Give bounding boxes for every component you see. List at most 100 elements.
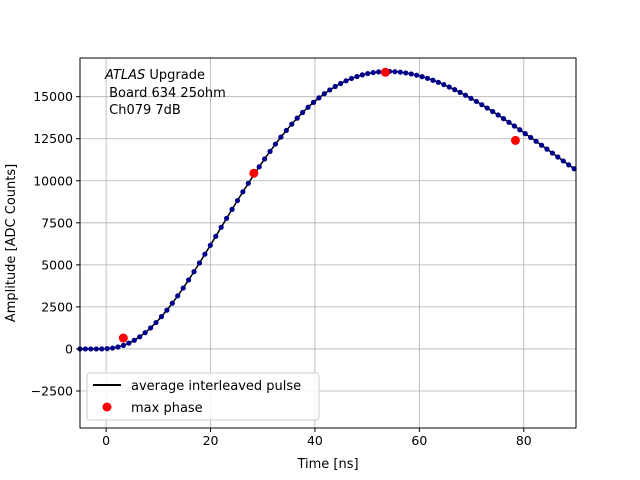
pulse-sample-point — [305, 104, 311, 110]
y-tick-label: 5000 — [41, 257, 73, 272]
pulse-sample-point — [560, 158, 566, 164]
max-phase-point — [510, 135, 520, 145]
pulse-sample-point — [571, 166, 577, 172]
annotation-line-1: ATLAS Upgrade — [104, 68, 205, 83]
pulse-sample-point — [213, 233, 219, 239]
pulse-sample-point — [332, 83, 338, 90]
pulse-sample-point — [549, 150, 556, 156]
pulse-sample-point — [180, 285, 186, 291]
pulse-sample-point — [370, 69, 376, 76]
y-tick-label: −2500 — [31, 384, 73, 399]
pulse-sample-point — [348, 75, 355, 82]
pulse-sample-point — [528, 134, 534, 141]
annotation-atlas: ATLAS — [104, 68, 145, 83]
annotation-line-3: Ch079 7dB — [105, 103, 181, 118]
pulse-sample-point — [327, 87, 333, 93]
pulse-sample-point — [196, 260, 203, 266]
pulse-sample-point — [283, 127, 289, 134]
pulse-sample-point — [522, 131, 528, 137]
pulse-sample-point — [131, 337, 137, 343]
y-tick-label: 7500 — [41, 215, 73, 230]
pulse-sample-point — [278, 134, 284, 140]
x-tick-label: 20 — [203, 433, 219, 448]
y-axis-label: Amplitude [ADC Counts] — [4, 164, 19, 322]
x-tick-label: 40 — [307, 433, 323, 448]
pulse-sample-point — [137, 334, 143, 340]
y-axis-ticks: −2500 0 2500 5000 7500 10000 12500 15000 — [31, 89, 80, 399]
pulse-sample-point — [403, 70, 409, 76]
pulse-sample-point — [376, 69, 382, 75]
pulse-sample-point — [419, 74, 425, 80]
x-axis-ticks: 0 20 40 60 80 — [102, 428, 532, 448]
pulse-sample-point — [354, 73, 360, 80]
pulse-sample-point — [93, 346, 99, 352]
pulse-sample-point — [153, 319, 159, 326]
pulse-sample-point — [316, 95, 322, 101]
pulse-sample-point — [511, 123, 517, 129]
pulse-sample-point — [202, 251, 208, 257]
max-phase-point — [380, 67, 390, 77]
pulse-sample-point — [234, 197, 241, 204]
pulse-sample-point — [566, 162, 572, 168]
pulse-sample-point — [267, 148, 273, 154]
pulse-sample-point — [538, 142, 545, 148]
legend-line-label: average interleaved pulse — [131, 379, 301, 394]
pulse-sample-point — [490, 108, 496, 115]
pulse-sample-point — [506, 119, 512, 125]
pulse-sample-point — [424, 75, 431, 81]
pulse-sample-point — [175, 293, 181, 299]
pulse-sample-point — [262, 156, 268, 162]
pulse-sample-point — [343, 78, 349, 84]
pulse-sample-point — [289, 121, 295, 127]
pulse-sample-point — [484, 105, 490, 111]
pulse-sample-point — [88, 346, 94, 352]
pulse-sample-point — [109, 345, 116, 351]
max-phase-point — [249, 168, 259, 178]
pulse-sample-point — [300, 109, 306, 116]
legend-point-label: max phase — [131, 401, 203, 416]
pulse-sample-point — [147, 325, 154, 331]
pulse-sample-point — [229, 206, 235, 212]
pulse-sample-point — [272, 141, 279, 147]
pulse-sample-point — [533, 138, 539, 144]
pulse-sample-point — [365, 70, 371, 77]
pulse-sample-point — [245, 180, 251, 186]
max-phase-points — [118, 67, 520, 343]
pulse-sample-point — [126, 340, 132, 346]
pulse-sample-point — [500, 116, 507, 122]
pulse-sample-point — [115, 344, 121, 350]
pulse-sample-point — [430, 77, 436, 83]
pulse-sample-point — [555, 154, 561, 160]
pulse-sample-point — [495, 112, 501, 118]
legend-box — [86, 372, 320, 421]
y-tick-label: 0 — [65, 341, 73, 356]
pulse-sample-point — [218, 224, 224, 230]
pulse-sample-point — [186, 277, 192, 283]
pulse-sample-point — [452, 87, 458, 93]
pulse-sample-point — [158, 314, 165, 320]
pulse-sample-point — [321, 91, 327, 97]
pulse-sample-point — [462, 92, 469, 98]
annotation-line-2: Board 634 25ohm — [105, 86, 226, 101]
pulse-sample-point — [397, 69, 403, 75]
legend: average interleaved pulse max phase — [86, 372, 320, 421]
pulse-sample-point — [435, 79, 441, 85]
y-tick-label: 10000 — [33, 173, 73, 188]
pulse-sample-point — [310, 99, 317, 105]
pulse-sample-point — [169, 300, 175, 306]
x-tick-label: 0 — [102, 433, 110, 448]
pulse-sample-point — [240, 189, 246, 195]
pulse-sample-point — [473, 98, 479, 105]
pulse-sample-point — [99, 346, 105, 352]
pulse-sample-point — [359, 72, 365, 78]
pulse-sample-point — [392, 69, 398, 75]
pulse-sample-point — [164, 307, 170, 313]
pulse-sample-point — [441, 81, 447, 88]
pulse-series — [77, 68, 577, 352]
x-tick-label: 80 — [516, 433, 532, 448]
pulse-sample-point — [479, 102, 485, 108]
y-tick-label: 15000 — [33, 89, 73, 104]
pulse-sample-point — [446, 84, 452, 90]
x-axis-label: Time [ns] — [296, 457, 358, 472]
